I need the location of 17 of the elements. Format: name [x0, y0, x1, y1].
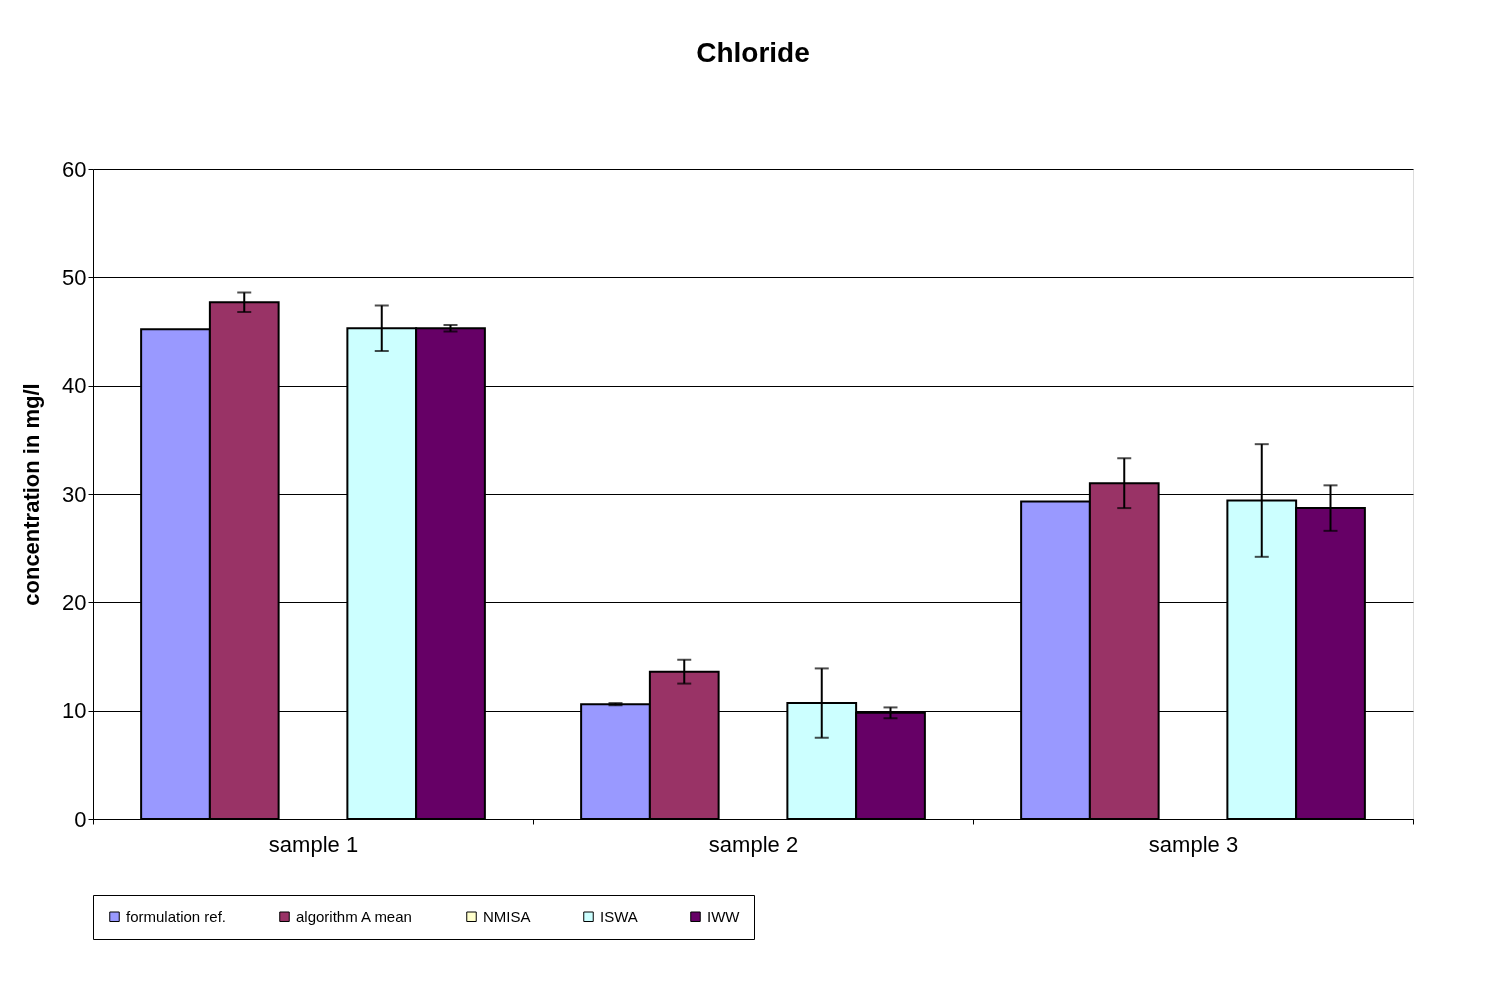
legend-label: formulation ref. [126, 907, 227, 925]
y-tick-label: 50 [62, 264, 87, 290]
x-tick-label: sample 3 [1148, 831, 1239, 857]
legend-label: algorithm A mean [296, 907, 412, 925]
x-tick-label: sample 1 [268, 831, 359, 857]
legend-label: ISWA [600, 907, 638, 925]
legend-label: IWW [707, 907, 741, 925]
y-tick-label: 30 [62, 481, 87, 507]
y-tick-label: 40 [62, 373, 87, 399]
y-tick-label: 0 [74, 806, 87, 832]
y-axis-title: concentration in mg/l [19, 383, 45, 606]
y-tick-label: 60 [62, 156, 87, 182]
y-tick-label: 10 [62, 698, 87, 724]
x-tick-label: sample 2 [708, 831, 799, 857]
chart-title: Chloride [696, 37, 810, 68]
legend-label: NMISA [483, 907, 531, 925]
y-tick-label: 20 [62, 589, 87, 615]
